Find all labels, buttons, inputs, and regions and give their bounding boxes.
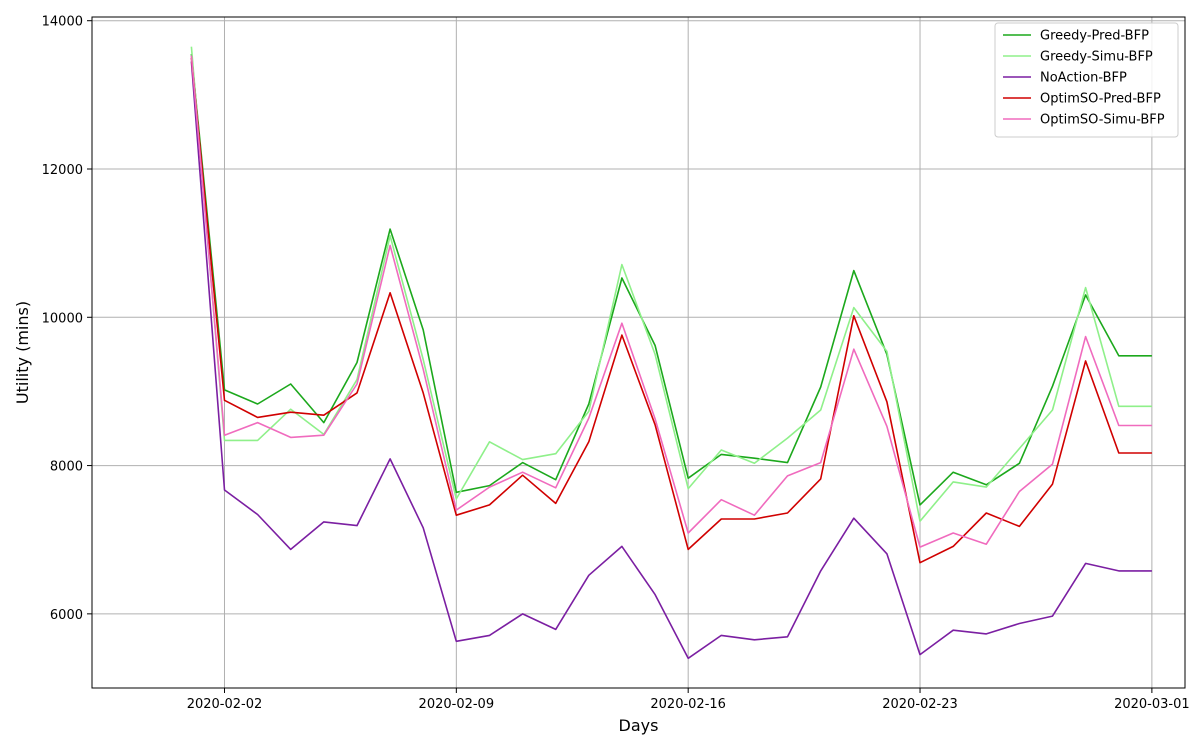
x-tick-label: 2020-02-16 — [650, 697, 726, 712]
y-tick-label: 12000 — [42, 163, 83, 178]
series-line-noaction-bfp — [190, 61, 1152, 660]
legend-label: Greedy-Pred-BFP — [1040, 29, 1149, 44]
x-tick-label: 2020-02-02 — [187, 697, 263, 712]
y-axis-label: Utility (mins) — [13, 301, 32, 404]
legend: Greedy-Pred-BFP Greedy-Simu-BFP NoAction-B… — [994, 22, 1179, 138]
legend-label: OptimSO-Pred-BFP — [1040, 92, 1161, 107]
series-line-greedy-simu-bfp — [190, 46, 1152, 523]
series-layer — [190, 46, 1152, 660]
x-tick-label: 2020-02-09 — [419, 697, 495, 712]
x-tick-label: 2020-02-23 — [882, 697, 958, 712]
series-line-optimso-simu-bfp — [190, 55, 1152, 548]
x-tick-label: 2020-03-01 — [1114, 697, 1190, 712]
x-axis-label: Days — [619, 716, 659, 735]
y-tick-label: 10000 — [42, 311, 83, 326]
y-tick-label: 6000 — [50, 608, 83, 623]
y-tick-label: 8000 — [50, 460, 83, 475]
plot-frame — [91, 16, 1186, 689]
grid — [92, 17, 1185, 688]
y-tick-label: 14000 — [42, 15, 83, 30]
legend-box — [994, 22, 1179, 138]
legend-label: Greedy-Simu-BFP — [1040, 50, 1153, 65]
axes: 2020-02-02 2020-02-09 2020-02-16 2020-02-23… — [42, 15, 1190, 712]
legend-label: OptimSO-Simu-BFP — [1040, 113, 1165, 128]
legend-label: NoAction-BFP — [1040, 71, 1127, 86]
series-line-optimso-pred-bfp — [190, 57, 1152, 564]
